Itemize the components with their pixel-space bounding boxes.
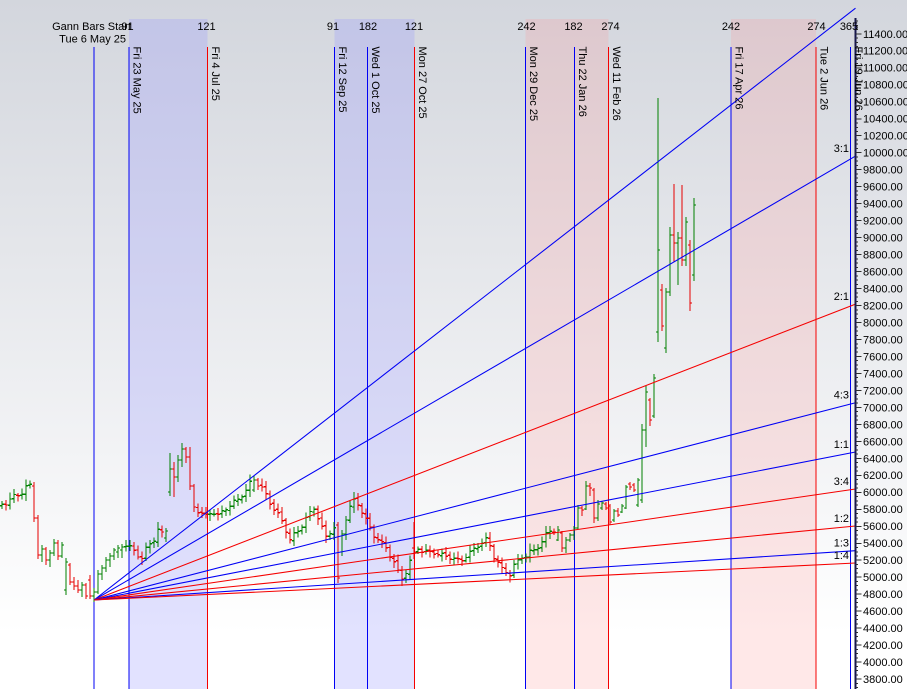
svg-text:5800.00: 5800.00 xyxy=(863,504,903,516)
svg-text:Fri 23 May 25: Fri 23 May 25 xyxy=(131,47,143,114)
svg-text:Tue 2 Jun 26: Tue 2 Jun 26 xyxy=(818,47,830,111)
svg-text:5200.00: 5200.00 xyxy=(863,555,903,567)
svg-text:91: 91 xyxy=(121,21,133,33)
svg-text:242: 242 xyxy=(517,21,535,33)
svg-text:10600.00: 10600.00 xyxy=(863,97,907,109)
svg-text:7400.00: 7400.00 xyxy=(863,368,903,380)
svg-text:1:2: 1:2 xyxy=(834,513,849,525)
svg-text:274: 274 xyxy=(807,21,825,33)
svg-text:Thu 22 Jan 26: Thu 22 Jan 26 xyxy=(576,47,588,117)
svg-text:6600.00: 6600.00 xyxy=(863,436,903,448)
svg-text:242: 242 xyxy=(722,21,740,33)
svg-text:4:3: 4:3 xyxy=(834,390,849,402)
svg-text:4200.00: 4200.00 xyxy=(863,640,903,652)
svg-text:3:4: 3:4 xyxy=(834,476,849,488)
svg-text:4800.00: 4800.00 xyxy=(863,589,903,601)
svg-text:8200.00: 8200.00 xyxy=(863,300,903,312)
svg-text:Wed 1 Oct 25: Wed 1 Oct 25 xyxy=(369,47,381,114)
svg-text:7600.00: 7600.00 xyxy=(863,351,903,363)
svg-text:Mon 29 Dec 25: Mon 29 Dec 25 xyxy=(527,47,539,122)
svg-text:5600.00: 5600.00 xyxy=(863,521,903,533)
svg-text:10200.00: 10200.00 xyxy=(863,131,907,143)
svg-text:3800.00: 3800.00 xyxy=(863,674,903,686)
svg-text:8600.00: 8600.00 xyxy=(863,267,903,279)
svg-text:10400.00: 10400.00 xyxy=(863,114,907,126)
svg-text:274: 274 xyxy=(601,21,619,33)
svg-text:9400.00: 9400.00 xyxy=(863,199,903,211)
svg-text:6200.00: 6200.00 xyxy=(863,470,903,482)
svg-text:8400.00: 8400.00 xyxy=(863,284,903,296)
svg-text:10000.00: 10000.00 xyxy=(863,148,907,160)
svg-text:11400.00: 11400.00 xyxy=(863,29,907,41)
svg-text:Fri 19 Jun 26: Fri 19 Jun 26 xyxy=(852,47,864,111)
svg-text:9800.00: 9800.00 xyxy=(863,165,903,177)
svg-text:6000.00: 6000.00 xyxy=(863,487,903,499)
svg-text:3:1: 3:1 xyxy=(834,143,849,155)
svg-text:6400.00: 6400.00 xyxy=(863,453,903,465)
svg-text:1:3: 1:3 xyxy=(834,538,849,550)
svg-text:Wed 11 Feb 26: Wed 11 Feb 26 xyxy=(610,47,622,121)
svg-text:121: 121 xyxy=(405,21,423,33)
svg-text:7800.00: 7800.00 xyxy=(863,334,903,346)
svg-text:365: 365 xyxy=(840,21,858,33)
svg-text:Mon 27 Oct 25: Mon 27 Oct 25 xyxy=(416,47,428,119)
svg-text:2:1: 2:1 xyxy=(834,291,849,303)
svg-text:10800.00: 10800.00 xyxy=(863,80,907,92)
svg-text:6800.00: 6800.00 xyxy=(863,419,903,431)
svg-text:8000.00: 8000.00 xyxy=(863,317,903,329)
svg-text:4000.00: 4000.00 xyxy=(863,657,903,669)
svg-text:Gann Bars Start: Gann Bars Start xyxy=(52,21,131,33)
svg-text:11000.00: 11000.00 xyxy=(863,63,907,75)
svg-text:Tue 6 May 25: Tue 6 May 25 xyxy=(59,34,126,46)
svg-text:Fri 17 Apr 26: Fri 17 Apr 26 xyxy=(733,47,745,110)
svg-text:9600.00: 9600.00 xyxy=(863,182,903,194)
svg-text:8800.00: 8800.00 xyxy=(863,250,903,262)
svg-text:182: 182 xyxy=(359,21,377,33)
svg-text:121: 121 xyxy=(197,21,215,33)
svg-text:Fri 4 Jul 25: Fri 4 Jul 25 xyxy=(209,47,221,101)
svg-text:9000.00: 9000.00 xyxy=(863,233,903,245)
svg-text:9200.00: 9200.00 xyxy=(863,216,903,228)
svg-text:4600.00: 4600.00 xyxy=(863,606,903,618)
svg-text:5400.00: 5400.00 xyxy=(863,538,903,550)
svg-text:1:4: 1:4 xyxy=(834,550,849,562)
svg-text:7000.00: 7000.00 xyxy=(863,402,903,414)
svg-text:4400.00: 4400.00 xyxy=(863,623,903,635)
svg-text:7200.00: 7200.00 xyxy=(863,385,903,397)
svg-text:Fri 12 Sep 25: Fri 12 Sep 25 xyxy=(336,47,348,113)
svg-text:1:1: 1:1 xyxy=(834,439,849,451)
svg-text:5000.00: 5000.00 xyxy=(863,572,903,584)
svg-text:182: 182 xyxy=(564,21,582,33)
svg-text:11200.00: 11200.00 xyxy=(863,46,907,58)
svg-text:91: 91 xyxy=(327,21,339,33)
